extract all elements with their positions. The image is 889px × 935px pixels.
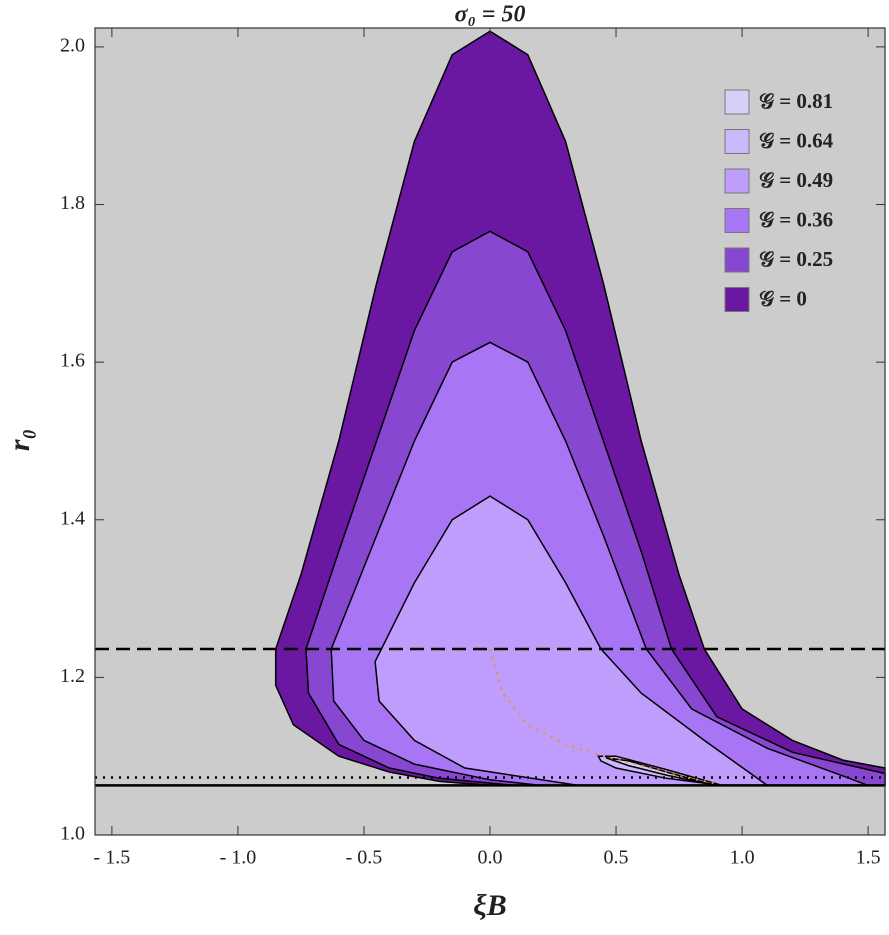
legend-swatch	[724, 168, 750, 194]
y-tick-label: 2.0	[60, 35, 85, 57]
legend-swatch	[724, 89, 750, 115]
y-tick-label: 1.8	[60, 192, 85, 214]
legend-swatch	[724, 129, 750, 154]
x-tick-label: - 1.5	[94, 847, 131, 869]
y-tick-label: 1.0	[60, 823, 85, 845]
legend-label: 𝒢 = 0.64	[759, 128, 834, 152]
x-tick-label: 1.5	[856, 847, 881, 869]
legend-label: 𝒢 = 0.36	[759, 207, 833, 231]
curve	[489, 648, 718, 785]
chart-title: σ₀ = 50	[455, 2, 526, 28]
legend-label: 𝒢 = 0.49	[759, 168, 833, 192]
x-tick-label: 1.0	[730, 847, 755, 869]
y-tick-label: 1.2	[60, 665, 85, 687]
y-tick-label: 1.6	[60, 350, 85, 372]
legend-label: 𝒢 = 0	[759, 286, 807, 310]
x-tick-label: 0.5	[604, 847, 629, 869]
x-tick-label: - 1.0	[220, 847, 257, 869]
legend-label: 𝒢 = 0.81	[759, 89, 833, 113]
region	[374, 495, 770, 787]
legend-swatch	[724, 287, 750, 312]
legend-label: 𝒢 = 0.25	[759, 247, 833, 271]
y-tick-label: 1.4	[60, 507, 85, 529]
x-tick-label: - 0.5	[346, 847, 383, 869]
y-axis-label: r₀	[3, 429, 36, 451]
x-tick-label: 0.0	[478, 847, 503, 869]
legend-swatch	[724, 247, 750, 273]
legend-swatch	[724, 208, 750, 233]
x-axis-label: ξB	[473, 889, 507, 922]
